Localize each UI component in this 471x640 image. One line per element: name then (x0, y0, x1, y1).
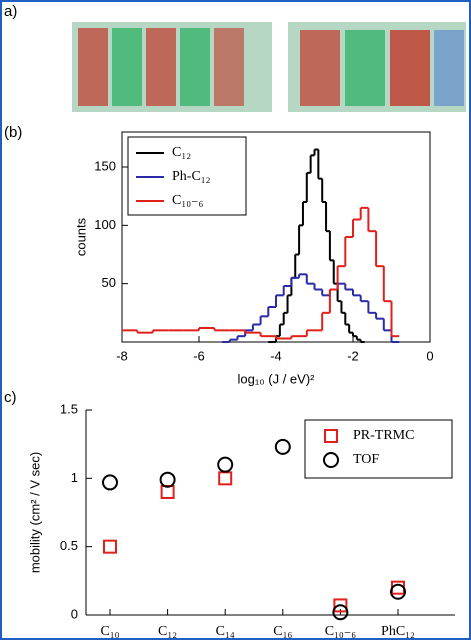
y-axis-label: mobility (cm² / V sec) (27, 452, 42, 573)
y-tick-label: 1.5 (60, 401, 78, 416)
x-tick-label: -6 (193, 348, 205, 363)
x-tick-label: C₁₄ (216, 624, 235, 639)
legend-label: TOF (353, 452, 379, 467)
y-axis-label: counts (73, 217, 88, 256)
y-tick-label: 50 (102, 275, 116, 290)
block (434, 30, 464, 106)
block (112, 28, 142, 106)
x-tick-label: -2 (347, 348, 359, 363)
x-tick-label: C₁₂ (158, 624, 177, 639)
block (345, 30, 385, 106)
panel-label: c) (4, 389, 17, 406)
legend-label: Ph-C₁₂ (172, 169, 211, 184)
block (146, 28, 176, 106)
block (180, 28, 210, 106)
x-tick-label: C₁₆ (273, 624, 292, 639)
x-tick-label: 0 (426, 348, 433, 363)
x-tick-label: C₁₀ (100, 624, 119, 639)
y-tick-label: 0.5 (60, 538, 78, 553)
legend-label: PR-TRMC (353, 428, 414, 443)
x-tick-label: PhC₁₂ (381, 624, 415, 639)
block (214, 28, 244, 106)
panel-label: (b) (4, 124, 22, 141)
y-tick-label: 0 (71, 606, 78, 621)
x-tick-label: C₁₀₋₆ (325, 624, 356, 639)
page: a) (b) c) 50 100 150 -8 -6 -4 -2 0 log₁₀ (J / eV… (0, 0, 471, 640)
block (78, 28, 108, 106)
panel-label: a) (4, 3, 17, 20)
figure: a) (b) c) 50 100 150 -8 -6 -4 -2 0 log₁₀ (J / eV… (0, 0, 471, 640)
y-tick-label: 100 (94, 217, 116, 232)
block (390, 30, 430, 106)
y-tick-label: 150 (94, 158, 116, 173)
x-tick-label: -8 (116, 348, 128, 363)
legend-label: C₁₀₋₆ (172, 193, 203, 208)
molecular-image (72, 22, 466, 112)
legend-label: C₁₂ (172, 145, 191, 160)
x-axis-label: log₁₀ (J / eV)² (238, 371, 316, 386)
block (300, 30, 340, 106)
x-tick-label: -4 (270, 348, 282, 363)
y-tick-label: 1 (71, 470, 78, 485)
